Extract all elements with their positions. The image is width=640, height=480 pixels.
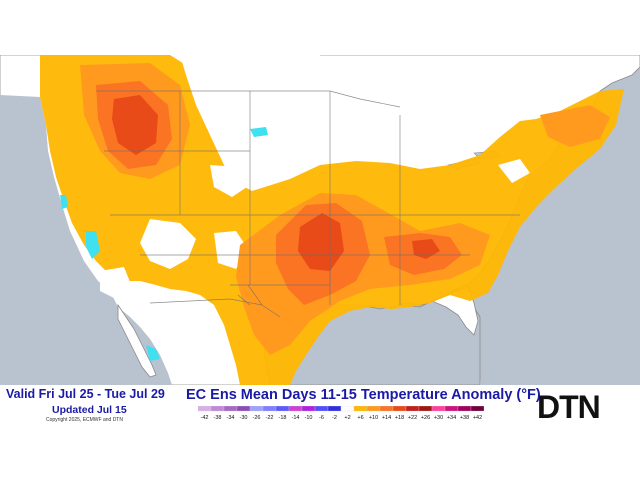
baja-peninsula [117,303,157,378]
legend-label: +34 [447,415,456,421]
legend-swatch [340,406,355,412]
legend-label: +22 [408,415,417,421]
legend-label: +14 [382,415,391,421]
near-normal-holes [100,55,530,327]
legend-label: -38 [214,415,222,421]
legend-label: +30 [434,415,443,421]
legend-label: -22 [266,415,274,421]
legend-label: +2 [344,415,350,421]
legend-swatch [470,406,484,412]
legend-label: -14 [292,415,300,421]
dtn-logo: DTN [537,389,601,425]
map-footer: Valid Fri Jul 25 - Tue Jul 29 Updated Ju… [0,385,640,425]
legend-label: +38 [460,415,469,421]
legend-label: +26 [421,415,430,421]
legend-label: +18 [395,415,404,421]
legend-swatch [405,406,420,412]
legend-swatch [249,406,264,412]
legend-swatch [444,406,459,412]
legend-swatch [327,406,342,412]
temperature-anomaly-map [0,55,640,385]
updated-date: Updated Jul 15 [52,404,127,416]
legend-swatch [236,406,251,412]
valid-dates: Valid Fri Jul 25 - Tue Jul 29 [6,387,165,401]
legend-label: +6 [357,415,363,421]
legend-swatch [379,406,394,412]
pacific-coast [0,95,172,385]
legend-swatch [223,406,238,412]
legend-swatch [314,406,329,412]
map-title: EC Ens Mean Days 11-15 Temperature Anoma… [186,387,541,403]
legend-label: -42 [201,415,209,421]
legend-label: -30 [240,415,248,421]
legend-label: -2 [332,415,337,421]
legend-swatch [457,406,472,412]
legend-swatch [353,406,368,412]
legend-swatch [275,406,290,412]
legend-swatch [210,406,225,412]
legend-label: -34 [227,415,235,421]
legend-swatch [288,406,303,412]
color-legend: -42 -38 -34 -30 -26 -22 -18 -14 -10 -6 -2 +2 +6 +10 +1… [198,406,484,421]
political-borders [96,90,520,318]
legend-label: +42 [473,415,482,421]
copyright-text: Copyright 2025, ECMWF and DTN [46,417,123,423]
legend-label: -26 [253,415,261,421]
legend-swatch [431,406,446,412]
legend-swatch [301,406,316,412]
cool-anomaly-spots [60,127,268,361]
legend-swatch [418,406,433,412]
legend-label: +10 [369,415,378,421]
legend-label: -6 [319,415,324,421]
legend-label: -18 [279,415,287,421]
legend-swatch [392,406,407,412]
legend-swatch [262,406,277,412]
anomaly-plus-14 [112,95,440,271]
legend-swatch [366,406,381,412]
legend-label: -10 [305,415,313,421]
legend-swatch [198,406,212,412]
